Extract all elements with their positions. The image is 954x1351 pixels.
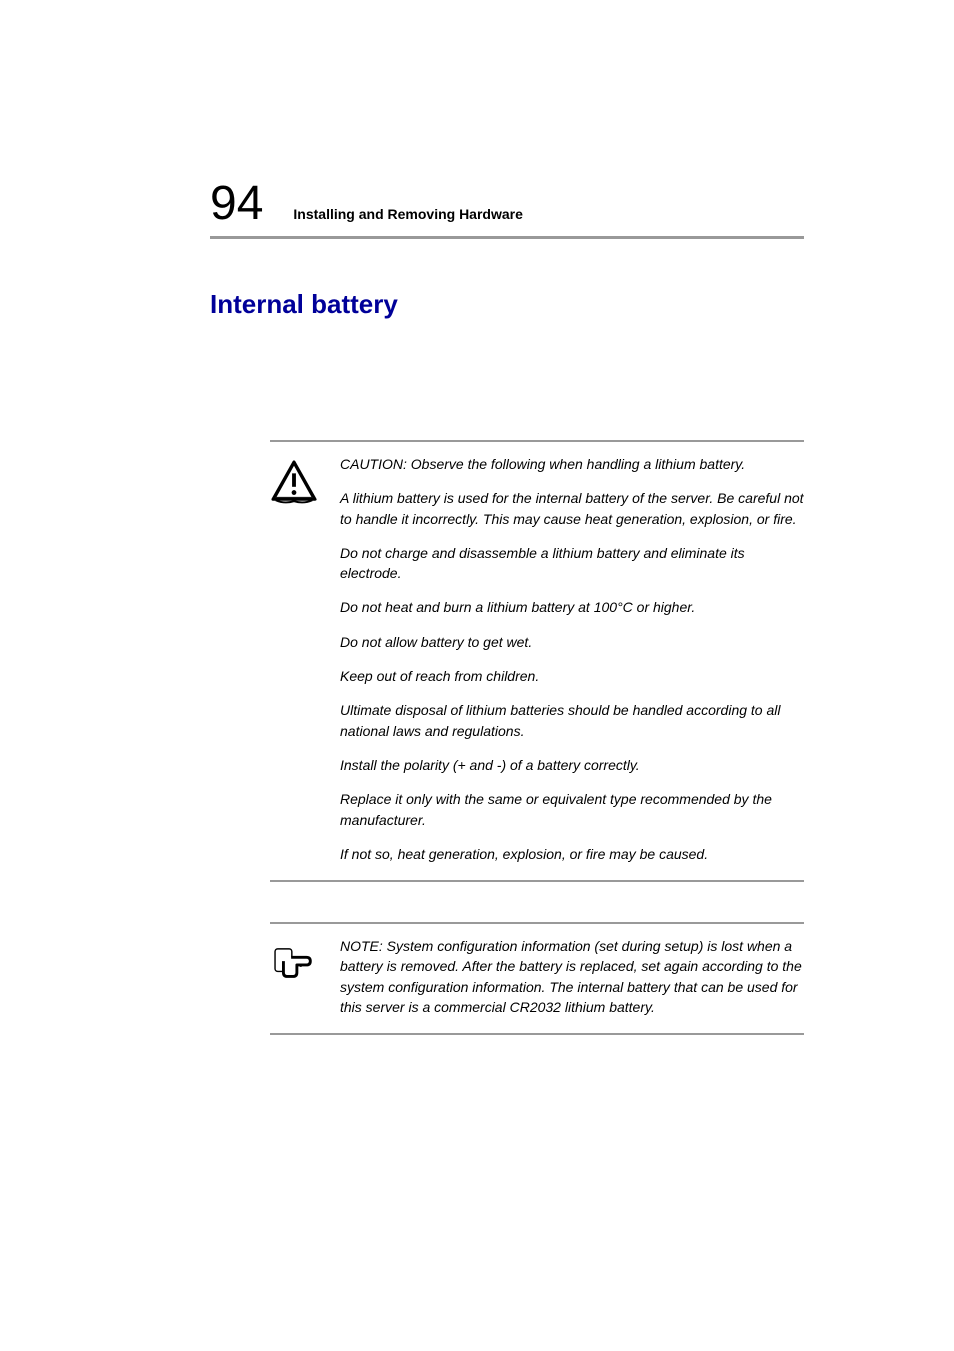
caution-paragraph: Keep out of reach from children. [340, 666, 804, 686]
note-callout: NOTE: System configuration information (… [270, 922, 804, 1035]
caution-text: CAUTION: Observe the following when hand… [340, 454, 804, 878]
divider [270, 1033, 804, 1035]
divider [270, 922, 804, 924]
caution-paragraph: Install the polarity (+ and -) of a batt… [340, 755, 804, 775]
section-title: Internal battery [210, 289, 804, 320]
divider [270, 440, 804, 442]
page: 94 Installing and Removing Hardware Inte… [0, 0, 954, 1135]
warning-triangle-icon [270, 454, 340, 511]
divider [270, 880, 804, 882]
caution-paragraph: Do not allow battery to get wet. [340, 632, 804, 652]
page-number: 94 [210, 180, 263, 228]
caution-body: CAUTION: Observe the following when hand… [270, 454, 804, 878]
chapter-title: Installing and Removing Hardware [293, 206, 523, 222]
caution-paragraph: Replace it only with the same or equival… [340, 789, 804, 830]
note-body: NOTE: System configuration information (… [270, 936, 804, 1031]
caution-paragraph: If not so, heat generation, explosion, o… [340, 844, 804, 864]
caution-paragraph: Do not charge and disassemble a lithium … [340, 543, 804, 584]
page-header: 94 Installing and Removing Hardware [210, 180, 804, 239]
caution-paragraph: A lithium battery is used for the intern… [340, 488, 804, 529]
note-paragraph: NOTE: System configuration information (… [340, 936, 804, 1017]
note-text: NOTE: System configuration information (… [340, 936, 804, 1031]
caution-callout: CAUTION: Observe the following when hand… [270, 440, 804, 882]
caution-paragraph: CAUTION: Observe the following when hand… [340, 454, 804, 474]
caution-paragraph: Ultimate disposal of lithium batteries s… [340, 700, 804, 741]
caution-paragraph: Do not heat and burn a lithium battery a… [340, 597, 804, 617]
pointing-hand-icon [270, 936, 340, 993]
